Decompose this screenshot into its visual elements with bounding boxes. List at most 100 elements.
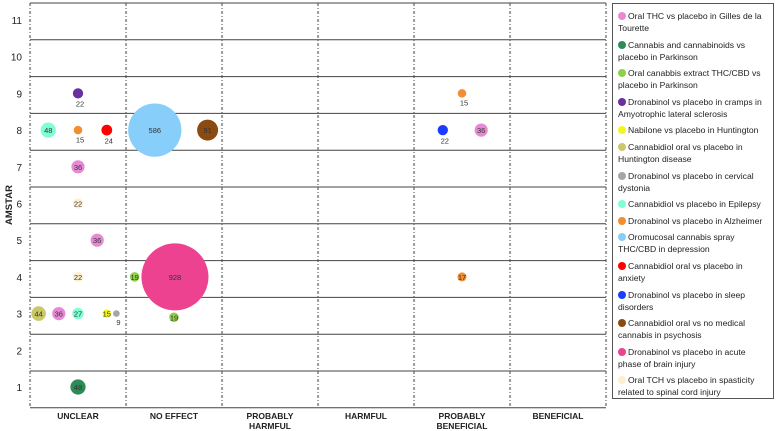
legend-marker [618, 142, 626, 151]
y-tick-label: 11 [12, 16, 23, 27]
bubble-label: 586 [149, 126, 162, 135]
bubble-label: 22 [441, 136, 449, 145]
legend-marker [618, 69, 626, 78]
legend-label: Dronabinol vs placebo in sleep disorders [618, 289, 746, 312]
bubble-label: 9 [116, 318, 120, 327]
legend-label: Dronabinol vs placebo in cervical dyston… [618, 170, 754, 193]
y-tick-label: 2 [16, 346, 22, 357]
bubble-label: 27 [74, 310, 82, 319]
plot-area: 1 2 3 4 5 6 7 8 9 10 11 AMSTAR UNCLEAR NO EFFECT PROBA… [4, 2, 607, 431]
legend-marker [618, 216, 626, 225]
bubble [101, 124, 113, 136]
legend-item: Cannabidiol oral vs no medical cannabis … [618, 317, 769, 341]
bubble [113, 310, 120, 317]
bubble-label: 928 [169, 273, 182, 282]
legend-item: Oral canabbis extract THC/CBD vs placebo… [618, 67, 769, 91]
bubble-label: 19 [130, 273, 138, 282]
legend-label: Cannabidiol vs placebo in Epilepsy [628, 199, 761, 210]
legend-marker [618, 347, 626, 356]
legend-marker [618, 12, 626, 20]
bubble-label: 22 [74, 200, 82, 209]
x-category-label: UNCLEAR [57, 411, 99, 421]
legend-item: Dronabinol vs placebo in sleep disorders [618, 289, 769, 313]
legend-label: Cannabidiol oral vs no medical cannabis … [618, 318, 746, 341]
bubble [129, 272, 140, 282]
bubble [70, 379, 86, 395]
legend-label: Oromucosal cannabis spray THC/CBD in dep… [618, 232, 735, 255]
legend-item: Dronabinol vs placebo in Alzheimer [618, 215, 769, 227]
legend-marker [618, 290, 626, 299]
bubble [457, 272, 467, 282]
legend-marker [618, 97, 626, 106]
bubble [72, 88, 84, 99]
legend-marker [618, 319, 626, 328]
legend: Oral THC vs placebo in Gilles de la Tour… [612, 3, 774, 399]
bubble [72, 271, 84, 283]
bubble-label: 91 [203, 126, 211, 135]
legend-item: Cannabis and cannabinoids vs placebo in … [618, 39, 769, 63]
bubble-label: 22 [76, 100, 84, 109]
y-tick-label: 7 [16, 163, 22, 174]
legend-item: Oromucosal cannabis spray THC/CBD in dep… [618, 231, 769, 255]
x-category-label: PROBABLY BENEFICIAL [437, 411, 488, 431]
y-tick-label: 4 [16, 273, 22, 284]
legend-marker [618, 126, 626, 135]
bubble [71, 160, 85, 174]
legend-label: Oral THC vs placebo in Gilles de la Tour… [618, 11, 762, 33]
y-axis-label: AMSTAR [4, 185, 15, 225]
x-category-label: HARMFUL [345, 411, 387, 421]
bubble-label: 48 [44, 126, 52, 135]
bubble [169, 312, 179, 323]
bubble [141, 243, 209, 311]
bubble-label: 24 [105, 136, 113, 145]
bubble [128, 103, 182, 157]
bubble-label: 15 [460, 99, 468, 108]
bubble [31, 306, 46, 321]
legend-marker [618, 233, 626, 242]
legend-item: Oral THC vs placebo in Gilles de la Tour… [618, 10, 769, 34]
bubble-label: 19 [170, 313, 178, 322]
y-tick-label: 3 [16, 310, 22, 321]
bubble [437, 124, 448, 136]
legend-label: Oral TCH vs placebo in spasticity relate… [618, 375, 755, 398]
bubble-label: 36 [74, 163, 82, 172]
x-category-label: PROBABLY HARMFUL [247, 411, 294, 431]
bubble-label: 36 [55, 310, 63, 319]
bubble-label: 44 [34, 310, 42, 319]
bubble [90, 233, 104, 247]
bubble [474, 123, 488, 137]
legend-label: Cannabidiol oral vs placebo in Huntingto… [618, 141, 743, 164]
y-tick-label: 1 [16, 383, 22, 394]
y-tick-label: 10 [11, 53, 23, 64]
bubble [197, 119, 219, 141]
bubble-label: 17 [458, 273, 466, 282]
legend-item: Oral TCH vs placebo in spasticity relate… [618, 374, 769, 398]
legend-item: Cannabidiol vs placebo in Epilepsy [618, 198, 769, 210]
legend-marker [618, 376, 626, 385]
bubble [102, 309, 112, 318]
bubble-label: 15 [76, 135, 84, 144]
legend-marker [618, 40, 626, 49]
legend-label: Dronabinol vs placebo in acute phase of … [618, 346, 746, 369]
x-category-label: NO EFFECT [150, 411, 199, 421]
legend-item: Dronabinol vs placebo in cervical dyston… [618, 170, 769, 194]
legend-item: Dronabinol vs placebo in cramps in Amyot… [618, 96, 769, 120]
bubble-label: 48 [74, 383, 82, 392]
bubble-label: 15 [103, 310, 111, 319]
legend-item: Cannabidiol oral vs placebo in Huntingto… [618, 141, 769, 165]
bubble [72, 198, 84, 209]
legend-item: Cannabidiol oral vs placebo in anxiety [618, 260, 769, 284]
bubble [72, 307, 84, 320]
bubble-label: 36 [93, 236, 101, 245]
y-tick-label: 9 [16, 89, 22, 100]
y-tick-label: 8 [16, 126, 22, 137]
bubble [40, 122, 56, 138]
x-category-label: BENEFICIAL [533, 411, 584, 421]
legend-label: Oral canabbis extract THC/CBD vs placebo… [618, 68, 761, 91]
legend-label: Cannabis and cannabinoids vs placebo in … [618, 39, 746, 62]
legend-label: Dronabinol vs placebo in cramps in Amyot… [618, 96, 762, 119]
bubble [457, 89, 467, 98]
y-tick-label: 6 [16, 200, 22, 211]
legend-label: Cannabidiol oral vs placebo in anxiety [618, 260, 743, 283]
